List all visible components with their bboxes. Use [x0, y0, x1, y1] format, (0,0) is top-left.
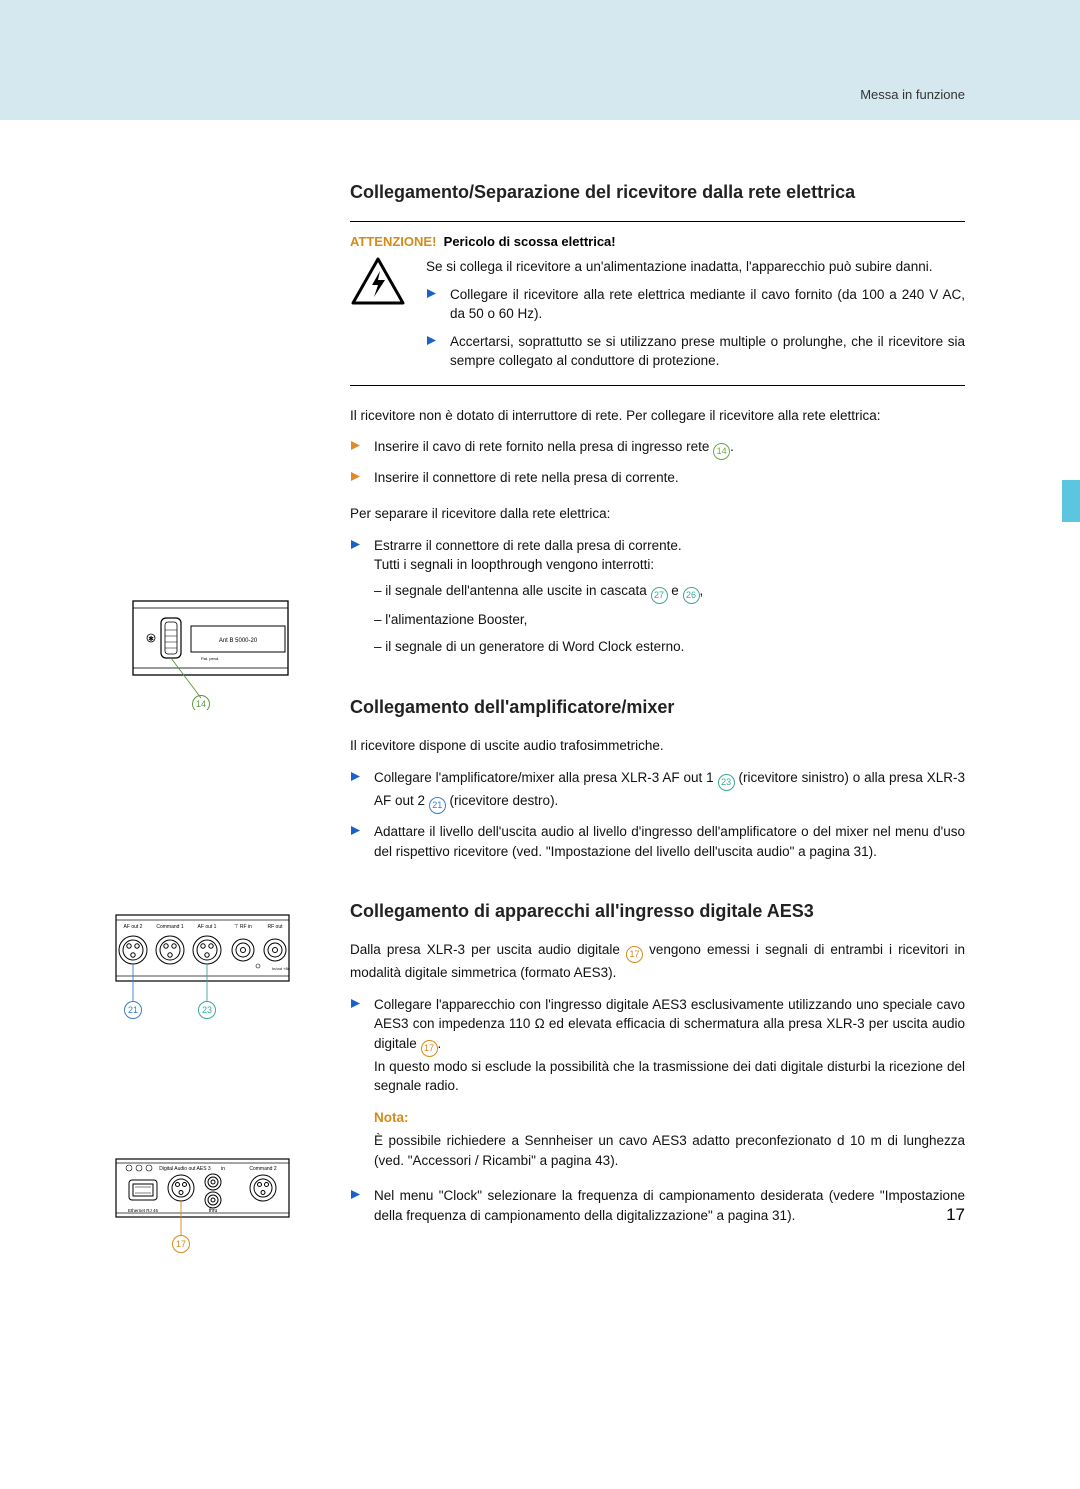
warning-title: Pericolo di scossa elettrica! — [444, 234, 616, 249]
svg-text:thru: thru — [209, 1208, 218, 1214]
nota-text: È possibile richiedere a Sennheiser un c… — [374, 1131, 965, 1170]
svg-text:Ant B 5000-20: Ant B 5000-20 — [219, 638, 258, 644]
warning-icon — [350, 257, 406, 371]
section1-bullet3: Inserire il cavo di rete fornito nella p… — [374, 437, 965, 460]
nota-label: Nota: — [374, 1110, 965, 1125]
section2-title: Collegamento dell'amplificatore/mixer — [350, 697, 965, 718]
svg-text:AF out 2: AF out 2 — [124, 924, 143, 930]
warning-box: ATTENZIONE! Pericolo di scossa elettrica… — [350, 221, 965, 386]
svg-text:AF out 1: AF out 1 — [198, 924, 217, 930]
svg-text:Command 2: Command 2 — [249, 1166, 276, 1172]
svg-text:14: 14 — [196, 699, 206, 709]
arrow-icon — [426, 332, 440, 371]
warning-bullet-2: Accertarsi, soprattutto se si utilizzano… — [450, 332, 965, 371]
top-banner: Messa in funzione — [0, 0, 1080, 120]
svg-text:21: 21 — [128, 1005, 138, 1015]
figure-aes3: Digital Audio out AES 3 in Command 2 Eth… — [115, 1158, 290, 1263]
section1-sub2: – l'alimentazione Booster, — [374, 610, 965, 631]
section1-para2: Per separare il ricevitore dalla rete el… — [350, 504, 965, 524]
section2-bullet2: Adattare il livello dell'uscita audio al… — [374, 822, 965, 861]
section1-bullet5: Estrarre il connettore di rete dalla pre… — [374, 536, 965, 575]
ref-26: 26 — [683, 587, 700, 604]
arrow-icon — [350, 468, 364, 488]
section1-sub1: – il segnale dell'antenna alle uscite in… — [374, 581, 965, 604]
svg-text:in: in — [221, 1166, 225, 1172]
page-number: 17 — [946, 1205, 965, 1225]
warning-intro: Se si collega il ricevitore a un'aliment… — [426, 257, 965, 277]
section2-bullet1: Collegare l'amplificatore/mixer alla pre… — [374, 768, 965, 814]
arrow-icon — [426, 285, 440, 324]
arrow-icon — [350, 536, 364, 575]
section3-bullet2: Nel menu "Clock" selezionare la frequenz… — [374, 1186, 965, 1225]
section3-title: Collegamento di apparecchi all'ingresso … — [350, 901, 965, 922]
section1-sub3: – il segnale di un generatore di Word Cl… — [374, 637, 965, 658]
warning-attention: ATTENZIONE! — [350, 234, 436, 249]
svg-text:RF out: RF out — [267, 924, 283, 930]
warning-bullet-1: Collegare il ricevitore alla rete elettr… — [450, 285, 965, 324]
figure-af-out: AF out 2 Command 1 AF out 1 ⊤ RF in RF o… — [115, 914, 290, 1029]
arrow-icon — [350, 768, 364, 814]
arrow-icon — [350, 437, 364, 460]
svg-text:Pat. pend.: Pat. pend. — [201, 656, 219, 661]
arrow-icon — [350, 995, 364, 1096]
section1-bullet4: Inserire il connettore di rete nella pre… — [374, 468, 965, 488]
svg-text:⊤ RF in: ⊤ RF in — [234, 924, 252, 930]
warning-label: ATTENZIONE! Pericolo di scossa elettrica… — [350, 234, 965, 249]
ref-17: 17 — [421, 1040, 438, 1057]
svg-text:23: 23 — [202, 1005, 212, 1015]
ref-27: 27 — [651, 587, 668, 604]
section3-para1: Dalla presa XLR-3 per uscita audio digit… — [350, 940, 965, 983]
svg-text:Command 1: Command 1 — [156, 924, 183, 930]
svg-text:✱: ✱ — [148, 635, 154, 643]
ref-23: 23 — [718, 774, 735, 791]
section2-para1: Il ricevitore dispone di uscite audio tr… — [350, 736, 965, 756]
ref-14: 14 — [713, 443, 730, 460]
arrow-icon — [350, 1186, 364, 1225]
arrow-icon — [350, 822, 364, 861]
figure-power-inlet: ✱ Ant B 5000-20 Pat. pend. 14 — [115, 600, 290, 715]
section1-para1: Il ricevitore non è dotato di interrutto… — [350, 406, 965, 426]
svg-text:In/out +8dBu A: In/out +8dBu A — [272, 966, 290, 971]
ref-21: 21 — [429, 797, 446, 814]
svg-text:17: 17 — [176, 1239, 186, 1249]
breadcrumb: Messa in funzione — [145, 87, 965, 120]
svg-text:Digital Audio out AES 3: Digital Audio out AES 3 — [159, 1166, 211, 1172]
section1-title: Collegamento/Separazione del ricevitore … — [350, 182, 965, 203]
section3-bullet1: Collegare l'apparecchio con l'ingresso d… — [374, 995, 965, 1096]
ref-17: 17 — [626, 946, 643, 963]
svg-text:Ethernet RJ 45: Ethernet RJ 45 — [128, 1208, 159, 1213]
